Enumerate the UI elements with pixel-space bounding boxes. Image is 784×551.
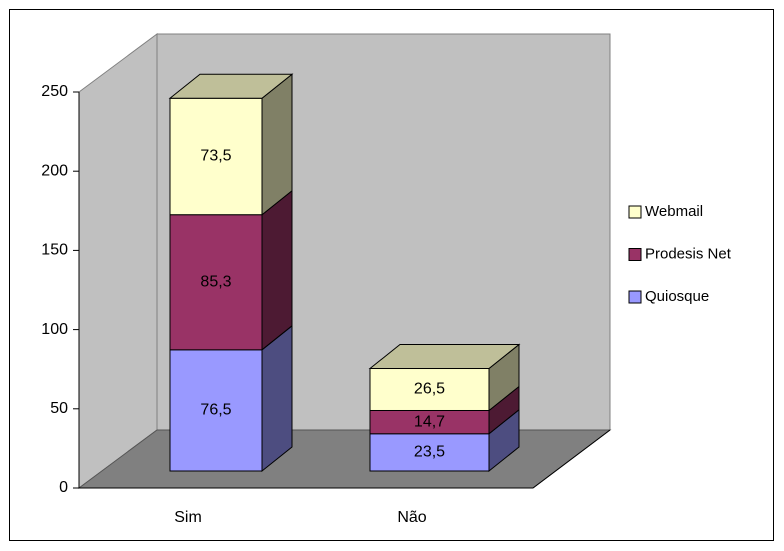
legend-swatch bbox=[628, 248, 642, 261]
value-label: 76,5 bbox=[200, 402, 231, 419]
bar-top bbox=[168, 73, 294, 99]
legend-label: Webmail bbox=[645, 203, 703, 220]
legend-label: Quiosque bbox=[645, 288, 709, 305]
value-label: 14,7 bbox=[414, 413, 445, 430]
y-tick-label: 150 bbox=[41, 242, 68, 259]
bar-side bbox=[261, 73, 293, 216]
value-label: 23,5 bbox=[414, 444, 445, 461]
legend-swatch bbox=[628, 205, 642, 219]
value-label: 26,5 bbox=[414, 381, 445, 398]
x-tick-label: Não bbox=[397, 509, 426, 526]
legend-swatch bbox=[628, 290, 642, 304]
legend-label: Prodesis Net bbox=[645, 245, 732, 262]
bar-side bbox=[261, 324, 293, 473]
y-tick-label: 250 bbox=[41, 83, 68, 100]
x-tick-label: Sim bbox=[174, 509, 202, 526]
value-label: 85,3 bbox=[200, 273, 231, 290]
y-tick-label: 200 bbox=[41, 162, 68, 179]
bar-front bbox=[169, 349, 263, 472]
bar-side bbox=[261, 189, 293, 351]
bar-front bbox=[369, 433, 490, 472]
y-tick-label: 100 bbox=[41, 321, 68, 338]
y-tick-label: 50 bbox=[50, 400, 68, 417]
floor bbox=[77, 429, 612, 489]
floor-edge bbox=[532, 429, 611, 489]
y-tick-label: 0 bbox=[59, 479, 68, 496]
value-label: 73,5 bbox=[200, 148, 231, 165]
bar-front bbox=[169, 214, 263, 351]
side-wall bbox=[78, 33, 158, 489]
bar-top bbox=[368, 344, 521, 370]
bar-front bbox=[169, 97, 263, 216]
